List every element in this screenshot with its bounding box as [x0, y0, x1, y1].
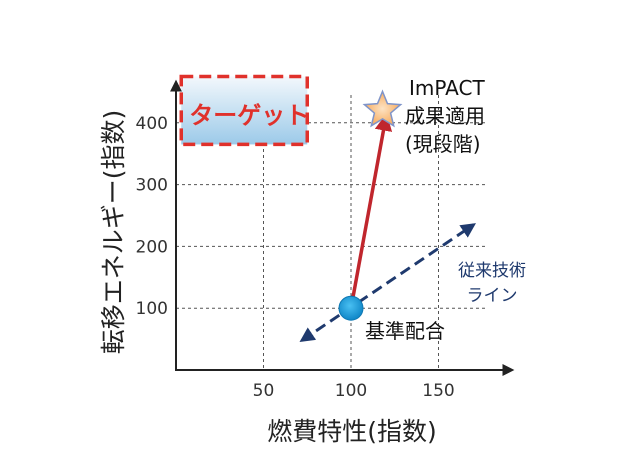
- target-label: ターゲット: [189, 101, 309, 129]
- x-tick-label-150: 150: [422, 381, 454, 401]
- x-tick-label-100: 100: [335, 381, 367, 401]
- point-label-line: (現段階): [405, 132, 481, 156]
- y-tick-label-300: 300: [136, 176, 168, 196]
- improvement-arrow: [349, 113, 393, 309]
- point-impact: [362, 89, 403, 128]
- point-label-line: 成果適用: [405, 104, 485, 128]
- y-tick-label-400: 400: [136, 114, 168, 134]
- conventional-line-label-line: 従来技術: [458, 261, 526, 281]
- y-tick-label-200: 200: [136, 237, 168, 257]
- y-axis-title: 転移エネルギー(指数): [99, 110, 128, 355]
- point-label-line: ImPACT: [409, 76, 485, 100]
- x-axis-title: 燃費特性(指数): [267, 417, 437, 446]
- y-tick-label-100: 100: [136, 299, 168, 319]
- point-label-impact: ImPACT 成果適用 (現段階): [405, 76, 485, 156]
- point-label-baseline: 基準配合: [365, 319, 445, 343]
- conventional-line-label-line: ライン: [467, 286, 518, 306]
- conventional-line: [299, 223, 476, 343]
- point-baseline: [338, 295, 364, 321]
- target-region: [179, 74, 309, 147]
- x-tick-label-50: 50: [253, 381, 275, 401]
